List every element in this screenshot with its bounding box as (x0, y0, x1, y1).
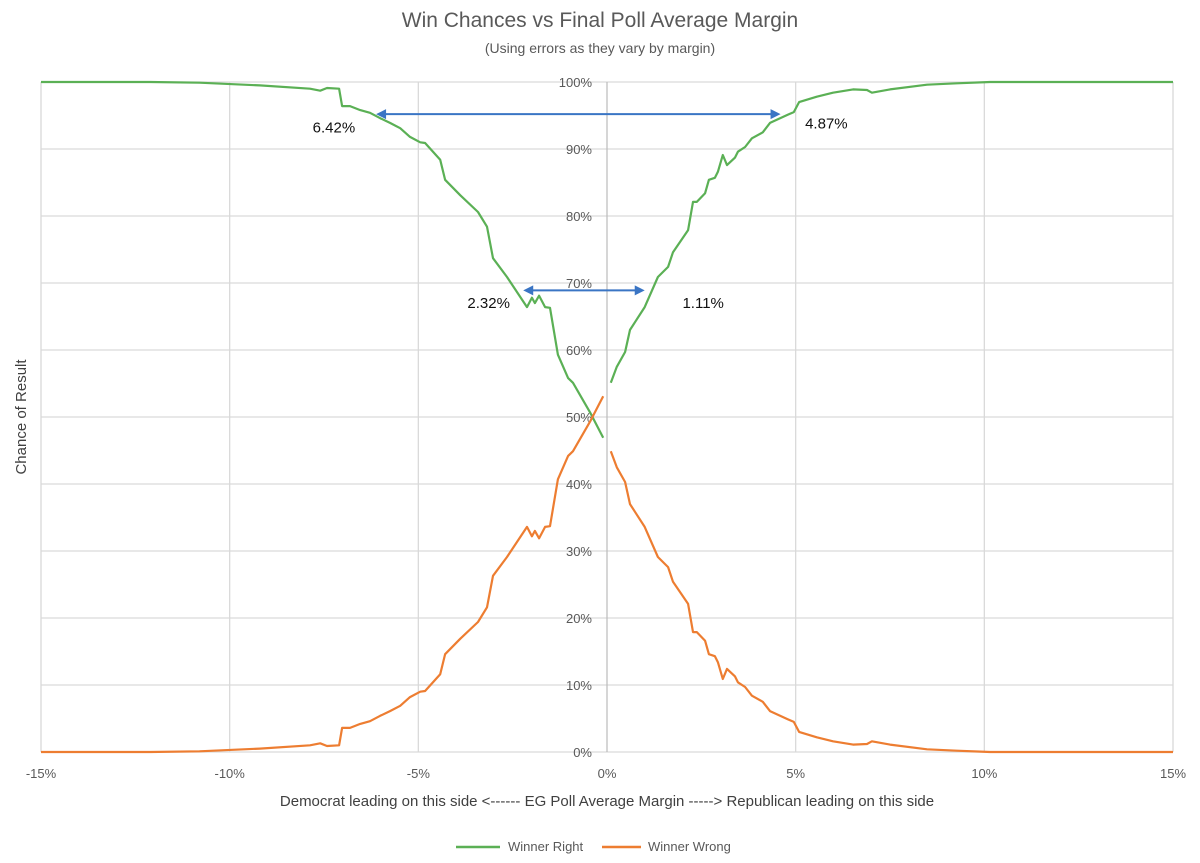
annotation-label: 2.32% (467, 295, 510, 312)
annotation-label: 1.11% (682, 295, 723, 312)
y-tick-label: 50% (566, 410, 592, 425)
y-tick-labels: 0% 10% 20% 30% 40% 50% 60% 70% 80% 90% 100% (559, 75, 593, 760)
series-line-winner-wrong (41, 395, 605, 754)
legend-label-winner-right: Winner Right (508, 839, 584, 854)
y-tick-label: 20% (566, 611, 592, 626)
x-tick-labels: -15% -10% -5% 0% 5% 10% 15% (26, 766, 1187, 781)
x-tick-label: 10% (971, 766, 997, 781)
y-axis-label: Chance of Result (13, 359, 30, 475)
legend: Winner Right Winner Wrong (456, 839, 731, 854)
chart-title: Win Chances vs Final Poll Average Margin (402, 9, 798, 32)
gridlines (40, 81, 1174, 753)
x-axis-label: Democrat leading on this side <------ EG… (280, 793, 934, 810)
y-tick-label: 40% (566, 477, 592, 492)
series-line-winner-right (609, 80, 1173, 384)
arrowhead-right-icon (770, 109, 781, 120)
series-line-winner-right (41, 80, 605, 439)
y-tick-label: 70% (566, 276, 592, 291)
y-tick-label: 90% (566, 142, 592, 157)
y-tick-label: 60% (566, 343, 592, 358)
y-tick-label: 0% (573, 745, 592, 760)
series-lines (41, 80, 1173, 754)
arrowhead-left-icon (376, 109, 387, 120)
x-tick-label: -15% (26, 766, 57, 781)
chart-subtitle: (Using errors as they vary by margin) (485, 40, 715, 56)
y-tick-label: 80% (566, 209, 592, 224)
x-tick-label: -10% (214, 766, 245, 781)
x-tick-label: 5% (786, 766, 805, 781)
series-line-winner-wrong (609, 450, 1173, 754)
arrowhead-right-icon (634, 285, 645, 296)
legend-label-winner-wrong: Winner Wrong (648, 839, 731, 854)
annotations: 6.42% 4.87% 2.32% 1.11% (313, 109, 848, 312)
y-tick-label: 100% (559, 75, 593, 90)
y-tick-label: 10% (566, 678, 592, 693)
arrowhead-left-icon (523, 285, 534, 296)
annotation-label: 6.42% (313, 120, 356, 137)
annotation-label: 4.87% (805, 116, 848, 133)
x-tick-label: 0% (598, 766, 617, 781)
y-tick-label: 30% (566, 544, 592, 559)
x-tick-label: -5% (407, 766, 431, 781)
x-tick-label: 15% (1160, 766, 1186, 781)
